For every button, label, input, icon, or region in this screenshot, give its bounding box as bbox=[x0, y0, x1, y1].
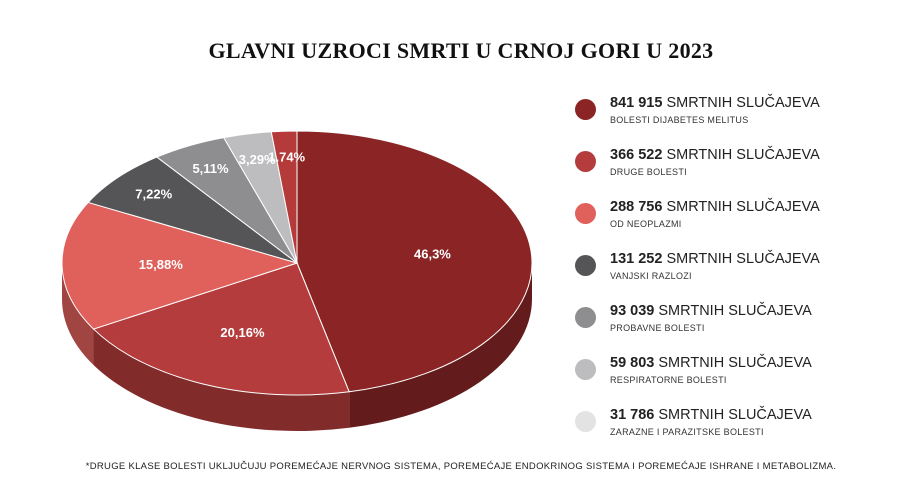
legend-count-number: 131 252 bbox=[610, 251, 663, 267]
legend-swatch bbox=[575, 411, 596, 432]
legend-count: 288 756 SMRTNIH SLUČAJEVA bbox=[610, 199, 820, 215]
legend-count-unit: SMRTNIH SLUČAJEVA bbox=[662, 251, 820, 267]
legend-swatch bbox=[575, 99, 596, 120]
legend-count: 131 252 SMRTNIH SLUČAJEVA bbox=[610, 251, 820, 267]
legend-swatch bbox=[575, 307, 596, 328]
pie-chart: 46,3% 20,16% 15,88% 7,22% 5,11% 3,29%1.74% bbox=[61, 130, 533, 431]
pie-slice-0 bbox=[296, 130, 533, 393]
legend-count: 31 786 SMRTNIH SLUČAJEVA bbox=[610, 407, 812, 423]
legend-count-unit: SMRTNIH SLUČAJEVA bbox=[654, 407, 812, 423]
legend-count-number: 31 786 bbox=[610, 407, 655, 423]
legend-item: 288 756 SMRTNIH SLUČAJEVA OD NEOPLAZMI bbox=[575, 196, 915, 248]
pie-side-1 bbox=[93, 329, 350, 431]
pie-label-0: 46,3% bbox=[414, 246, 451, 261]
legend-count-unit: SMRTNIH SLUČAJEVA bbox=[654, 355, 812, 371]
pie-side-2 bbox=[62, 263, 94, 366]
legend-swatch bbox=[575, 359, 596, 380]
legend-item: 93 039 SMRTNIH SLUČAJEVA PROBAVNE BOLESTI bbox=[575, 300, 915, 352]
legend-category: ZARAZNE I PARAZITSKE BOLESTI bbox=[610, 427, 764, 437]
pie-label-4: 5,11% bbox=[192, 161, 229, 176]
legend-count-number: 841 915 bbox=[610, 95, 663, 111]
legend-swatch bbox=[575, 255, 596, 276]
chart-title: GLAVNI UZROCI SMRTI U CRNOJ GORI U 2023 bbox=[208, 38, 714, 63]
legend-category: PROBAVNE BOLESTI bbox=[610, 323, 705, 333]
legend-count-unit: SMRTNIH SLUČAJEVA bbox=[654, 303, 812, 319]
legend-item: 59 803 SMRTNIH SLUČAJEVA RESPIRATORNE BOL… bbox=[575, 352, 915, 404]
pie-slice-1 bbox=[92, 262, 350, 396]
legend-category: OD NEOPLAZMI bbox=[610, 219, 682, 229]
legend: 841 915 SMRTNIH SLUČAJEVA BOLESTI DIJABET… bbox=[575, 92, 915, 456]
legend-item: 841 915 SMRTNIH SLUČAJEVA BOLESTI DIJABET… bbox=[575, 92, 915, 144]
pie-label-6: 1.74% bbox=[268, 150, 305, 165]
pie-slice-3 bbox=[87, 156, 298, 264]
legend-count-unit: SMRTNIH SLUČAJEVA bbox=[662, 147, 820, 163]
legend-item: 31 786 SMRTNIH SLUČAJEVA ZARAZNE I PARAZI… bbox=[575, 404, 915, 456]
pie-label-3: 7,22% bbox=[135, 187, 172, 202]
legend-count: 366 522 SMRTNIH SLUČAJEVA bbox=[610, 147, 820, 163]
legend-count-number: 288 756 bbox=[610, 199, 663, 215]
legend-swatch bbox=[575, 203, 596, 224]
footnote: *DRUGE KLASE BOLESTI UKLJUČUJU POREMEĆAJ… bbox=[85, 461, 837, 472]
legend-count-unit: SMRTNIH SLUČAJEVA bbox=[662, 199, 820, 215]
legend-count: 841 915 SMRTNIH SLUČAJEVA bbox=[610, 95, 820, 111]
pie-label-2: 15,88% bbox=[139, 257, 184, 272]
legend-item: 131 252 SMRTNIH SLUČAJEVA VANJSKI RAZLOZI bbox=[575, 248, 915, 300]
pie-side-0 bbox=[349, 263, 532, 428]
legend-count-number: 59 803 bbox=[610, 355, 655, 371]
legend-count-number: 366 522 bbox=[610, 147, 663, 163]
legend-category: RESPIRATORNE BOLESTI bbox=[610, 375, 727, 385]
legend-item: 366 522 SMRTNIH SLUČAJEVA DRUGE BOLESTI bbox=[575, 144, 915, 196]
pie-slice-6 bbox=[270, 130, 298, 264]
pie-label-1: 20,16% bbox=[220, 325, 265, 340]
legend-category: DRUGE BOLESTI bbox=[610, 167, 687, 177]
pie-slice-2 bbox=[61, 201, 299, 330]
legend-category: BOLESTI DIJABETES MELITUS bbox=[610, 115, 749, 125]
legend-swatch bbox=[575, 151, 596, 172]
legend-count: 59 803 SMRTNIH SLUČAJEVA bbox=[610, 355, 812, 371]
legend-count-unit: SMRTNIH SLUČAJEVA bbox=[662, 95, 820, 111]
legend-count: 93 039 SMRTNIH SLUČAJEVA bbox=[610, 303, 812, 319]
legend-category: VANJSKI RAZLOZI bbox=[610, 271, 692, 281]
legend-count-number: 93 039 bbox=[610, 303, 655, 319]
pie-label-5: 3,29% bbox=[239, 152, 276, 167]
